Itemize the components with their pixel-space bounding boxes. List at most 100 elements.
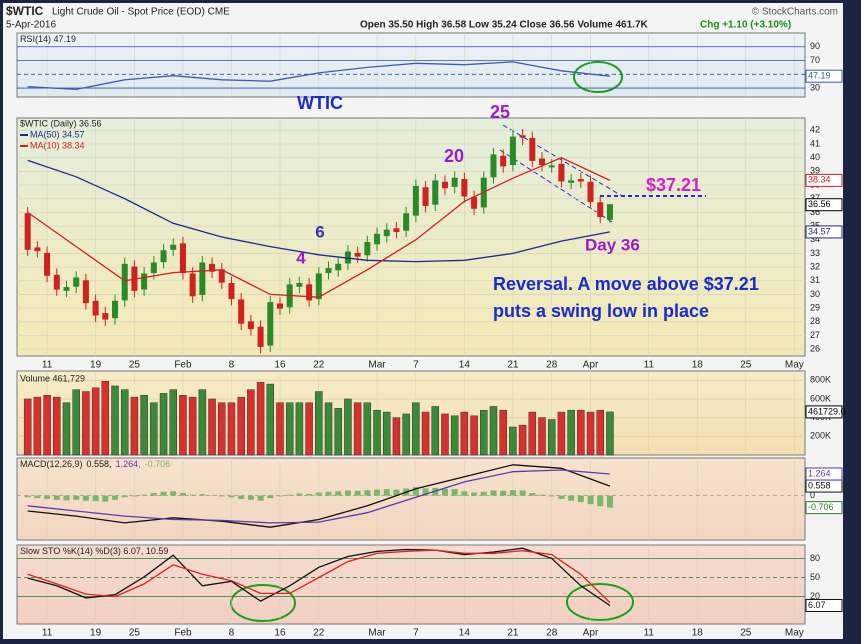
- histogram-bar: [558, 495, 565, 499]
- histogram-bar: [568, 495, 575, 501]
- series-line: [27, 464, 611, 528]
- volume-bar: [470, 415, 478, 456]
- annotation: 25: [490, 102, 510, 122]
- volume-bar: [538, 417, 546, 456]
- histogram-bar: [112, 495, 119, 500]
- x-tick-label: 11: [42, 360, 53, 371]
- histogram-bar: [509, 490, 516, 496]
- x-tick-label: 28: [546, 360, 558, 371]
- rsi-panel: [16, 32, 806, 98]
- candle-body: [82, 280, 89, 304]
- candle-body: [606, 204, 613, 220]
- annotation: WTIC: [297, 93, 343, 113]
- volume-bar: [499, 409, 507, 456]
- volume-bar: [402, 413, 410, 456]
- histogram-bar: [441, 488, 448, 496]
- y-tick-label: 35: [810, 220, 820, 230]
- quote: Open 35.50 High 36.58 Low 35.24 Close 36…: [360, 20, 649, 31]
- histogram-bar: [92, 495, 99, 502]
- y-tick-label: 90: [810, 41, 820, 51]
- histogram-bar: [480, 491, 487, 496]
- histogram-bar: [393, 489, 400, 496]
- x-tick-label: Feb: [174, 628, 192, 639]
- volume-bar: [111, 385, 119, 456]
- y-tick-label: 50: [810, 572, 820, 582]
- candle-body: [257, 326, 264, 347]
- date: 5-Apr-2016: [6, 20, 56, 31]
- legend-entry: 0.558,: [87, 459, 112, 469]
- histogram-bar: [539, 494, 546, 496]
- volume-bar: [567, 409, 575, 456]
- volume-bar: [91, 387, 100, 456]
- histogram-bar: [257, 495, 264, 501]
- histogram-bar: [24, 495, 31, 498]
- histogram-bar: [383, 489, 390, 496]
- x-tick-label: 14: [459, 628, 471, 639]
- x-tick-label: 8: [229, 628, 235, 639]
- candle-body: [209, 263, 216, 272]
- volume-bar: [315, 391, 323, 456]
- volume-bar: [577, 409, 585, 456]
- candle-body: [160, 250, 167, 263]
- x-tick-label: 11: [42, 628, 53, 639]
- candle-body: [92, 300, 99, 316]
- value-badge-label: 36.56: [808, 199, 831, 209]
- value-badge-label: 1.264: [808, 468, 831, 478]
- volume-bar: [441, 413, 449, 456]
- candle-body: [276, 303, 283, 309]
- value-badge-label: 34.57: [808, 226, 831, 236]
- x-tick-label: 14: [459, 360, 471, 371]
- histogram-bar: [490, 490, 497, 496]
- volume-bar: [53, 396, 61, 456]
- y-tick-label: 34: [810, 234, 820, 244]
- value-badge-label: 461729.0: [808, 406, 846, 416]
- legend-title: Slow STO %K(14) %D(3) 6.07, 10.59: [20, 546, 168, 556]
- volume-bar: [62, 402, 71, 456]
- candle-body: [24, 213, 31, 250]
- volume-bar: [606, 411, 614, 456]
- histogram-bar: [44, 495, 51, 499]
- y-tick-label: 600K: [810, 393, 831, 403]
- legend-title-text: MACD(12,26,9): [20, 459, 83, 469]
- x-tick-label: 16: [274, 360, 286, 371]
- candle-body: [53, 274, 60, 290]
- value-badge: [805, 198, 843, 212]
- y-tick-label: 37: [810, 193, 820, 203]
- candle-body: [393, 228, 400, 233]
- candle-body: [509, 136, 516, 166]
- candle-body: [471, 196, 478, 209]
- drawings: [230, 61, 706, 622]
- histogram-bar: [73, 495, 80, 500]
- volume-bar: [305, 402, 313, 456]
- candle-body: [568, 180, 575, 183]
- x-tick-label: 18: [692, 628, 704, 639]
- candle-body: [354, 252, 361, 257]
- series-line: [27, 469, 610, 524]
- histogram-bar: [577, 495, 584, 503]
- candle-body: [364, 241, 371, 256]
- histogram-bar: [606, 495, 613, 508]
- highlight-circle: [573, 61, 623, 93]
- y-tick-label: 32: [810, 261, 820, 271]
- y-tick-label: 70: [810, 55, 820, 65]
- y-tick-label: 30: [810, 289, 820, 299]
- volume-bar: [547, 419, 556, 456]
- candle-body: [441, 181, 448, 189]
- volume-bar: [227, 402, 236, 456]
- x-tick-label: 21: [507, 628, 519, 639]
- histogram-bar: [53, 495, 60, 500]
- legend-entry: MA(50) 34.57: [30, 129, 85, 139]
- annotation: Day 36: [585, 235, 640, 254]
- histogram-bar: [296, 493, 303, 496]
- x-tick-label: Feb: [174, 360, 192, 371]
- x-tick-label: 22: [313, 360, 325, 371]
- volume-bar: [382, 411, 391, 456]
- value-badge: [805, 225, 843, 239]
- volume-bar: [596, 409, 604, 456]
- volume-bar: [130, 396, 139, 456]
- volume-bar: [159, 393, 168, 456]
- volume-bar: [334, 408, 342, 456]
- x-tick-label: 7: [413, 628, 419, 639]
- y-tick-label: 29: [810, 303, 820, 313]
